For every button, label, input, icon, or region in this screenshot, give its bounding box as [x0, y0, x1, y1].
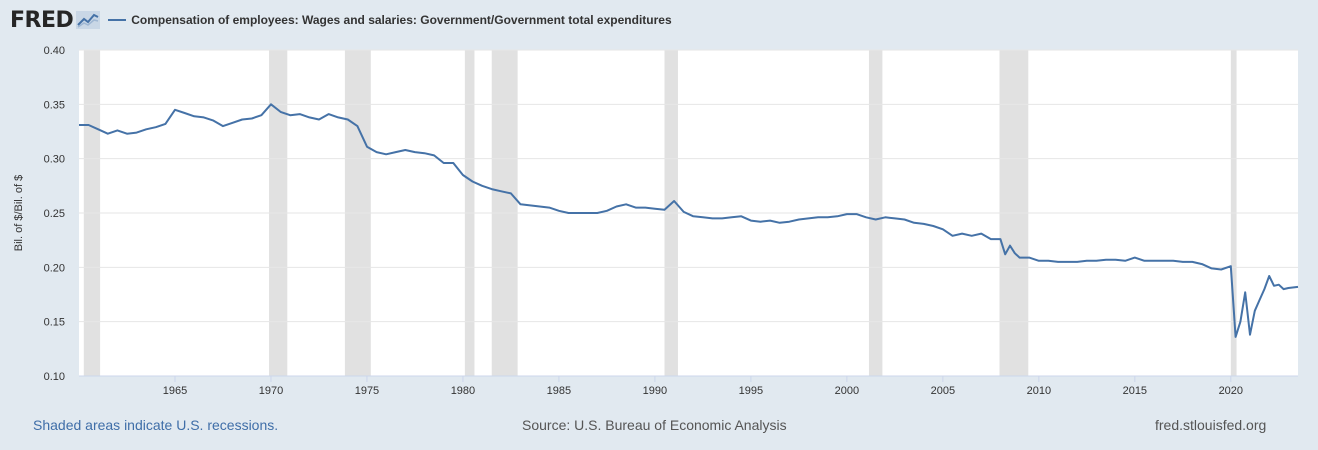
y-tick-label: 0.15: [44, 317, 65, 329]
legend[interactable]: Compensation of employees: Wages and sal…: [108, 13, 672, 27]
y-tick-label: 0.40: [44, 45, 65, 57]
site-link[interactable]: fred.stlouisfed.org: [1155, 417, 1267, 433]
chart-header: FRED Compensation of employees: Wages an…: [10, 6, 672, 34]
x-tick-label: 2020: [1219, 385, 1243, 397]
x-tick-label: 2015: [1123, 385, 1147, 397]
x-tick-label: 2000: [835, 385, 859, 397]
y-tick-label: 0.10: [44, 371, 65, 383]
y-tick-label: 0.30: [44, 154, 65, 166]
chart-spark-icon: [76, 11, 101, 29]
legend-label: Compensation of employees: Wages and sal…: [131, 13, 672, 27]
x-tick-label: 1965: [163, 385, 187, 397]
x-tick-label: 1985: [547, 385, 571, 397]
fred-logo-text: FRED: [10, 7, 74, 33]
x-tick-label: 1970: [259, 385, 283, 397]
y-tick-label: 0.35: [44, 99, 65, 111]
x-tick-label: 2005: [931, 385, 955, 397]
fred-logo[interactable]: FRED: [10, 7, 101, 33]
x-tick-label: 2010: [1027, 385, 1051, 397]
x-tick-label: 1995: [739, 385, 763, 397]
source-note: Source: U.S. Bureau of Economic Analysis: [522, 417, 787, 433]
x-tick-label: 1975: [355, 385, 379, 397]
legend-swatch: [108, 19, 127, 21]
y-tick-label: 0.25: [44, 208, 65, 220]
series-line: [79, 103, 1299, 338]
x-tick-label: 1990: [643, 385, 667, 397]
y-tick-label: 0.20: [44, 262, 65, 274]
x-tick-label: 1980: [451, 385, 475, 397]
recession-note: Shaded areas indicate U.S. recessions.: [33, 417, 279, 433]
